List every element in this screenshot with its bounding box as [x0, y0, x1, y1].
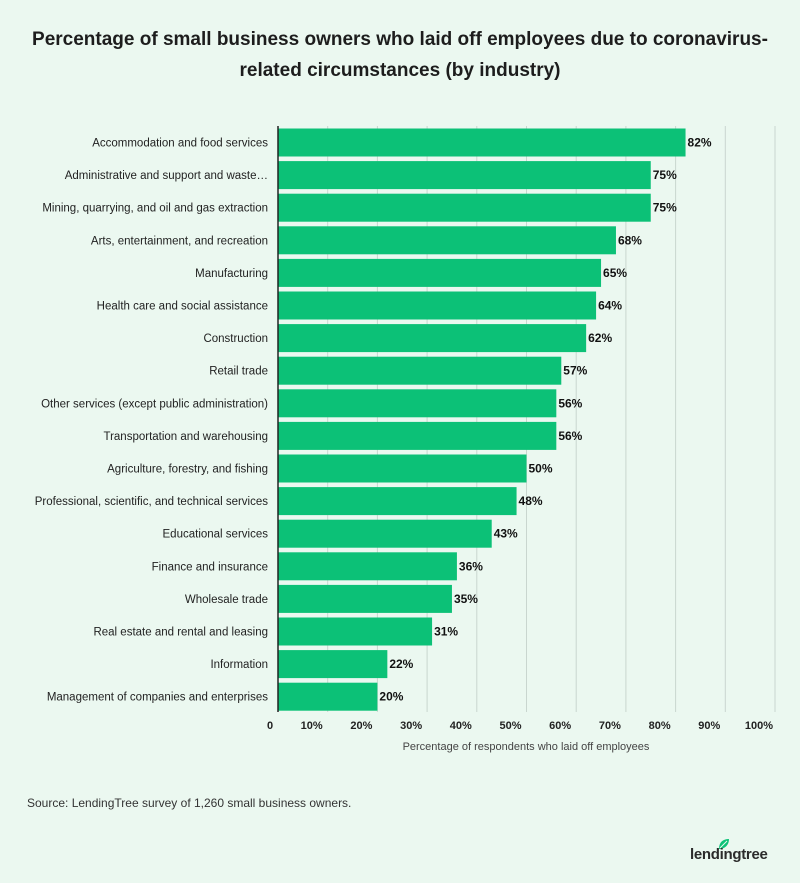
x-tick-label: 40% [450, 720, 472, 732]
x-tick-label: 0 [267, 720, 273, 732]
value-label: 68% [618, 233, 642, 247]
lendingtree-logo: lendingtree [690, 846, 768, 863]
leaf-icon [719, 839, 729, 849]
value-label: 48% [519, 494, 543, 508]
value-label: 20% [379, 690, 403, 704]
bar [278, 617, 433, 646]
category-label: Transportation and warehousing [103, 431, 268, 443]
x-tick-label: 50% [499, 720, 521, 732]
bar [278, 324, 587, 353]
value-label: 36% [459, 559, 483, 573]
bar [278, 584, 452, 613]
bar [278, 650, 388, 679]
value-label: 64% [598, 299, 622, 313]
x-tick-label: 70% [599, 720, 621, 732]
category-label: Wholesale trade [185, 594, 268, 606]
bar [278, 552, 457, 581]
value-label: 56% [558, 396, 582, 410]
category-label: Retail trade [209, 366, 268, 378]
value-label: 50% [529, 462, 553, 476]
category-label: Educational services [163, 529, 269, 541]
bar [278, 161, 651, 190]
x-tick-label: 20% [350, 720, 372, 732]
bar [278, 356, 562, 385]
x-tick-label: 30% [400, 720, 422, 732]
bar [278, 454, 527, 483]
category-label: Agriculture, forestry, and fishing [107, 464, 268, 476]
bar [278, 682, 378, 711]
category-label: Health care and social assistance [97, 301, 268, 313]
bar [278, 193, 651, 222]
bar [278, 487, 517, 516]
value-label: 43% [494, 527, 518, 541]
category-label: Real estate and rental and leasing [93, 627, 268, 639]
category-label: Accommodation and food services [92, 138, 268, 150]
bar [278, 291, 597, 320]
x-tick-label: 90% [698, 720, 720, 732]
category-label: Construction [203, 333, 268, 345]
x-tick-label: 60% [549, 720, 571, 732]
value-label: 75% [653, 201, 677, 215]
value-label: 75% [653, 168, 677, 182]
value-label: 57% [563, 364, 587, 378]
chart-title: Percentage of small business owners who … [32, 29, 768, 81]
category-label: Other services (except public administra… [41, 398, 268, 410]
value-label: 56% [558, 429, 582, 443]
category-label: Finance and insurance [152, 561, 268, 573]
x-tick-label: 100% [745, 720, 773, 732]
category-label: Arts, entertainment, and recreation [91, 235, 268, 247]
bar [278, 389, 557, 418]
x-axis-label: Percentage of respondents who laid off e… [403, 741, 650, 753]
bar [278, 421, 557, 450]
x-tick-label: 80% [649, 720, 671, 732]
bar [278, 519, 492, 548]
source-note: Source: LendingTree survey of 1,260 smal… [27, 796, 352, 810]
bar [278, 128, 686, 157]
value-label: 31% [434, 625, 458, 639]
x-tick-label: 10% [301, 720, 323, 732]
value-label: 65% [603, 266, 627, 280]
value-label: 35% [454, 592, 478, 606]
category-label: Management of companies and enterprises [47, 692, 268, 704]
bar [278, 258, 602, 287]
category-label: Information [210, 659, 268, 671]
bar [278, 226, 616, 255]
category-label: Professional, scientific, and technical … [35, 496, 269, 508]
category-label: Manufacturing [195, 268, 268, 280]
value-label: 22% [389, 657, 413, 671]
value-label: 82% [688, 136, 712, 150]
category-label: Mining, quarrying, and oil and gas extra… [42, 203, 268, 215]
category-label: Administrative and support and waste… [65, 170, 268, 182]
value-label: 62% [588, 331, 612, 345]
